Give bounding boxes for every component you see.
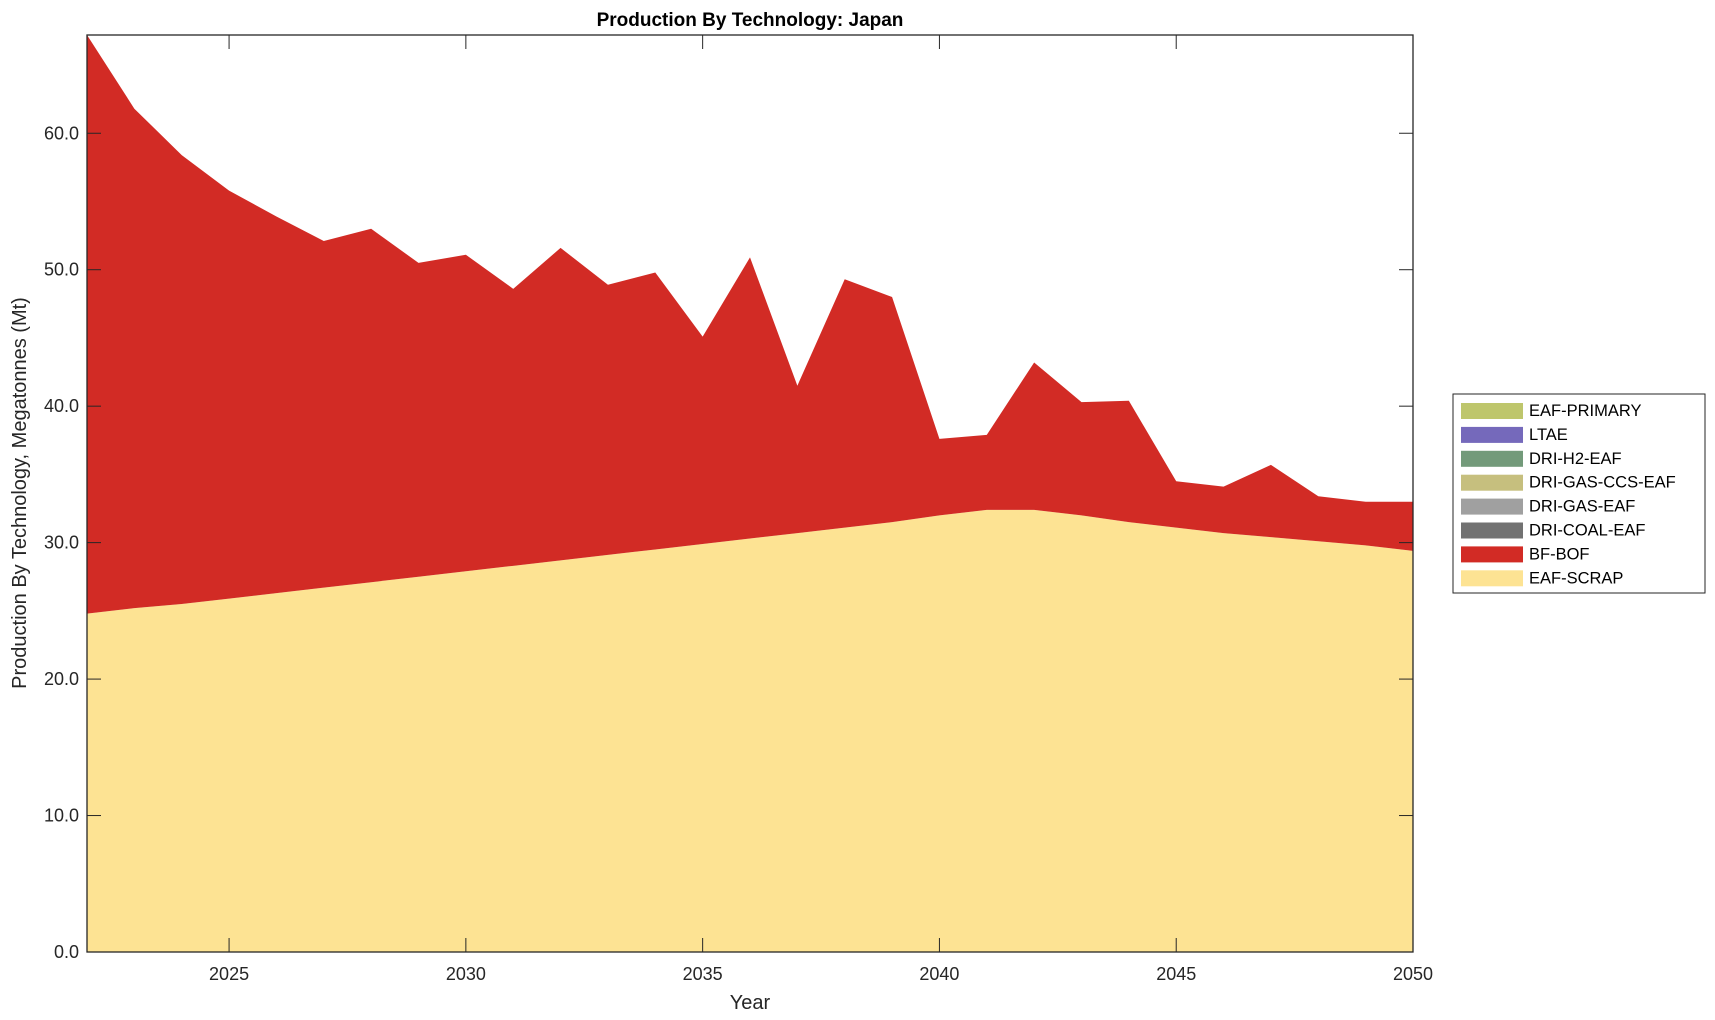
y-tick-label: 10.0: [44, 806, 79, 826]
legend-item-dri-coal-eaf: DRI-COAL-EAF: [1461, 522, 1645, 540]
y-tick-label: 20.0: [44, 669, 79, 689]
x-tick-label: 2040: [919, 964, 959, 984]
y-axis-label: Production By Technology, Megatonnes (Mt…: [9, 297, 31, 689]
legend: EAF-PRIMARY LTAE DRI-H2-EAF DRI-GAS-CCS-EAF…: [1452, 393, 1706, 594]
area-bf-bof: [87, 35, 1413, 614]
x-tick-label: 2045: [1156, 964, 1196, 984]
legend-label: EAF-PRIMARY: [1529, 402, 1641, 420]
legend-label: BF-BOF: [1529, 545, 1590, 563]
legend-label: DRI-COAL-EAF: [1529, 522, 1645, 540]
legend-item-dri-h2-eaf: DRI-H2-EAF: [1461, 450, 1622, 468]
legend-swatch: [1461, 546, 1523, 563]
legend-label: EAF-SCRAP: [1529, 569, 1623, 587]
legend-item-dri-gas-ccs-eaf: DRI-GAS-CCS-EAF: [1461, 474, 1676, 492]
axes: 2025 2030 2035 2040 2045 2050 0.0 10.0 20.0 30.0 4…: [44, 34, 1433, 984]
y-tick-label: 40.0: [44, 396, 79, 416]
x-tick-label: 2025: [209, 964, 249, 984]
legend-swatch: [1461, 498, 1523, 515]
legend-item-ltae: LTAE: [1461, 426, 1568, 444]
legend-label: DRI-GAS-CCS-EAF: [1529, 474, 1676, 492]
legend-item-eaf-primary: EAF-PRIMARY: [1461, 402, 1641, 420]
legend-label: LTAE: [1529, 426, 1568, 444]
y-tick-label: 50.0: [44, 260, 79, 280]
legend-item-dri-gas-eaf: DRI-GAS-EAF: [1461, 498, 1635, 516]
plot-frame: [86, 34, 1414, 953]
area-eaf-scrap: [87, 509, 1413, 952]
legend-swatch: [1461, 403, 1523, 419]
y-tick-label: 60.0: [44, 123, 79, 143]
x-tick-label: 2050: [1393, 964, 1433, 984]
legend-swatch: [1461, 450, 1523, 467]
legend-swatch: [1461, 522, 1523, 539]
legend-swatch: [1461, 426, 1523, 443]
legend-item-eaf-scrap: EAF-SCRAP: [1461, 569, 1623, 587]
x-tick-label: 2035: [683, 964, 723, 984]
y-tick-label: 0.0: [54, 942, 79, 962]
legend-swatch: [1461, 570, 1523, 587]
x-tick-label: 2030: [446, 964, 486, 984]
legend-item-bf-bof: BF-BOF: [1461, 545, 1590, 563]
legend-label: DRI-GAS-EAF: [1529, 498, 1635, 516]
x-axis-label: Year: [730, 992, 771, 1014]
chart-title: Production By Technology: Japan: [597, 10, 904, 31]
legend-swatch: [1461, 474, 1523, 491]
y-tick-label: 30.0: [44, 533, 79, 553]
series-areas: [87, 35, 1413, 952]
legend-label: DRI-H2-EAF: [1529, 450, 1622, 468]
